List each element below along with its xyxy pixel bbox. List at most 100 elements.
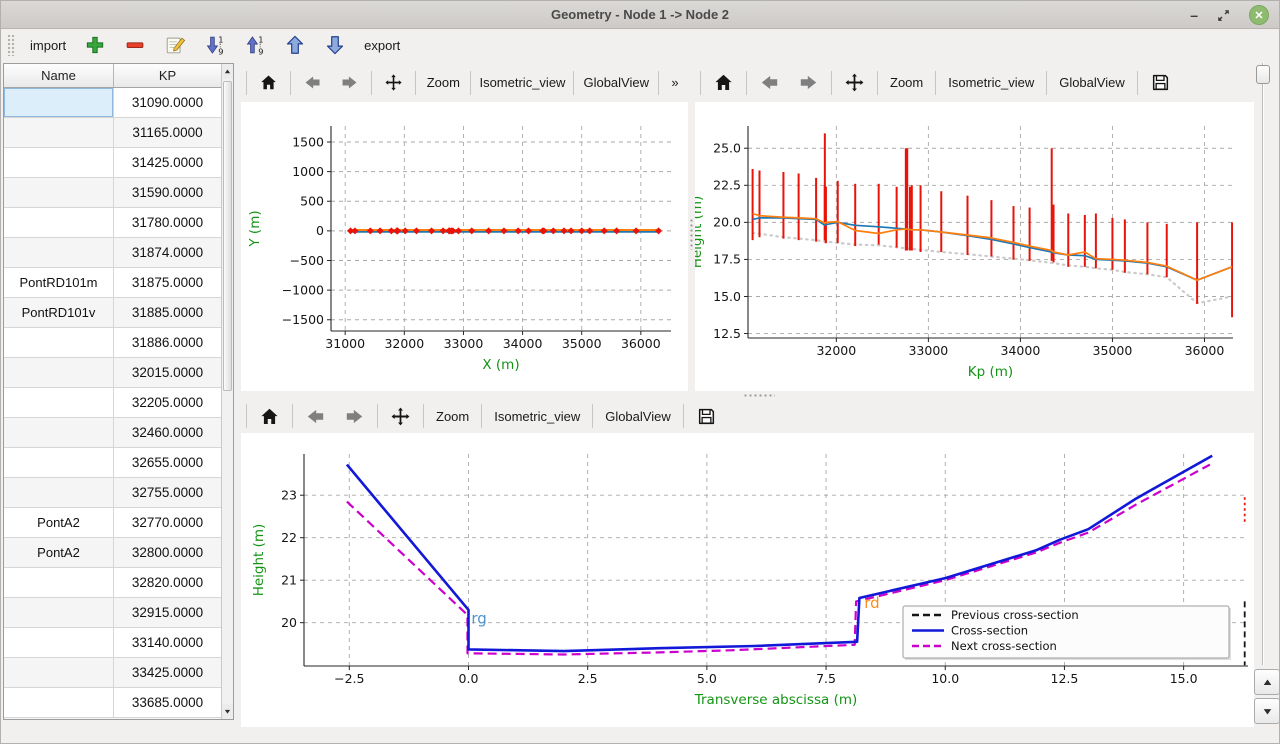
scrollbar-track[interactable]: [222, 79, 233, 704]
forward-view-button[interactable]: [789, 69, 828, 97]
table-row[interactable]: PontA2 32800.0000: [4, 538, 221, 568]
cell-name[interactable]: [4, 88, 114, 117]
table-row[interactable]: 32655.0000: [4, 448, 221, 478]
cell-name[interactable]: [4, 418, 114, 447]
cell-name[interactable]: [4, 118, 114, 147]
sort-ascending-button[interactable]: [239, 32, 271, 58]
table-row[interactable]: 32820.0000: [4, 568, 221, 598]
cell-name[interactable]: [4, 568, 114, 597]
pan-button[interactable]: [375, 69, 412, 97]
table-row[interactable]: 31590.0000: [4, 178, 221, 208]
cell-kp[interactable]: 33140.0000: [131, 635, 204, 650]
profile-view-chart[interactable]: 32000 33000 34000 35000 36000 12.5 15.0 17.5 20.…: [695, 102, 1254, 391]
cell-name[interactable]: [4, 388, 114, 417]
global-view-button[interactable]: GlobalView: [1050, 69, 1134, 97]
cell-kp[interactable]: 32915.0000: [131, 605, 204, 620]
cell-name[interactable]: PontRD101m: [4, 268, 114, 297]
cell-name[interactable]: [4, 598, 114, 627]
close-button[interactable]: ✕: [1249, 5, 1269, 25]
table-scrollbar[interactable]: [221, 64, 233, 719]
cell-name[interactable]: [4, 328, 114, 357]
table-row[interactable]: 32015.0000: [4, 358, 221, 388]
cell-name[interactable]: [4, 448, 114, 477]
cell-name[interactable]: [4, 628, 114, 657]
cell-kp[interactable]: 32755.0000: [131, 485, 204, 500]
pan-button[interactable]: [381, 402, 420, 430]
cross-section-chart[interactable]: −2.5 0.0 2.5 5.0 7.5 10.0 12.5 15.0 20 21 22 23 Tran…: [241, 433, 1254, 727]
horizontal-splitter[interactable]: [241, 391, 1254, 399]
cell-name[interactable]: [4, 358, 114, 387]
pan-button[interactable]: [835, 69, 874, 97]
table-row[interactable]: 32915.0000: [4, 598, 221, 628]
export-button[interactable]: export: [359, 32, 405, 58]
cell-name[interactable]: [4, 658, 114, 687]
import-button[interactable]: import: [25, 32, 71, 58]
cell-kp[interactable]: 31165.0000: [132, 125, 203, 140]
scrollbar-up-button[interactable]: [222, 64, 233, 79]
table-row[interactable]: PontRD101v 31885.0000: [4, 298, 221, 328]
home-view-button[interactable]: [250, 402, 289, 430]
cell-name[interactable]: [4, 238, 114, 267]
column-header-name[interactable]: Name: [4, 64, 114, 87]
save-figure-button[interactable]: [687, 402, 726, 430]
delete-cross-section-button[interactable]: [119, 32, 151, 58]
scrollbar-thumb[interactable]: [223, 81, 232, 391]
scrollbar-down-button[interactable]: [222, 704, 233, 719]
move-up-button[interactable]: [279, 32, 311, 58]
isometric-view-button[interactable]: Isometric_view: [485, 402, 589, 430]
cell-kp[interactable]: 31780.0000: [131, 215, 204, 230]
table-row[interactable]: PontA2 32770.0000: [4, 508, 221, 538]
cell-kp[interactable]: 33425.0000: [131, 665, 204, 680]
table-row[interactable]: 31780.0000: [4, 208, 221, 238]
cell-kp[interactable]: 31875.0000: [131, 275, 204, 290]
cell-name[interactable]: [4, 148, 114, 177]
cell-kp[interactable]: 31425.0000: [131, 155, 204, 170]
cell-kp[interactable]: 32800.0000: [131, 545, 204, 560]
cell-name[interactable]: PontRD101v: [4, 298, 114, 327]
save-figure-button[interactable]: [1141, 69, 1180, 97]
cell-kp[interactable]: 31886.0000: [131, 335, 204, 350]
cell-kp[interactable]: 32015.0000: [131, 365, 204, 380]
table-row[interactable]: PontRD101m 31875.0000: [4, 268, 221, 298]
cell-kp[interactable]: 32655.0000: [131, 455, 204, 470]
add-cross-section-button[interactable]: [79, 32, 111, 58]
table-row[interactable]: 33140.0000: [4, 628, 221, 658]
zoom-button[interactable]: Zoom: [427, 402, 478, 430]
section-next-button[interactable]: [1254, 698, 1280, 724]
table-row[interactable]: 32755.0000: [4, 478, 221, 508]
table-row[interactable]: 31874.0000: [4, 238, 221, 268]
slider-track[interactable]: [1262, 63, 1264, 665]
cell-name[interactable]: [4, 688, 114, 717]
table-row[interactable]: 31425.0000: [4, 148, 221, 178]
cell-name[interactable]: [4, 178, 114, 207]
zoom-button[interactable]: Zoom: [881, 69, 932, 97]
cell-kp[interactable]: 32820.0000: [131, 575, 204, 590]
cell-kp[interactable]: 32460.0000: [131, 425, 204, 440]
global-view-button[interactable]: GlobalView: [577, 69, 655, 97]
isometric-view-button[interactable]: Isometric_view: [939, 69, 1043, 97]
slider-handle[interactable]: [1256, 65, 1270, 84]
home-view-button[interactable]: [250, 69, 287, 97]
cell-name[interactable]: [4, 208, 114, 237]
zoom-button[interactable]: Zoom: [419, 69, 467, 97]
global-view-button[interactable]: GlobalView: [596, 402, 680, 430]
table-row[interactable]: 32460.0000: [4, 418, 221, 448]
minimize-button[interactable]: –: [1190, 7, 1198, 23]
table-row[interactable]: 31165.0000: [4, 118, 221, 148]
back-view-button[interactable]: [296, 402, 335, 430]
cell-name[interactable]: PontA2: [4, 538, 114, 567]
forward-view-button[interactable]: [331, 69, 368, 97]
move-down-button[interactable]: [319, 32, 351, 58]
toolbar-grip-handle[interactable]: [7, 34, 14, 56]
edit-cross-section-button[interactable]: [159, 32, 191, 58]
cell-kp[interactable]: 31590.0000: [131, 185, 204, 200]
sort-descending-button[interactable]: [199, 32, 231, 58]
vertical-splitter[interactable]: [688, 63, 695, 391]
section-previous-button[interactable]: [1254, 669, 1280, 695]
plan-view-chart[interactable]: 31000 32000 33000 34000 35000 36000 −1500 −1000…: [241, 102, 688, 391]
maximize-button[interactable]: [1216, 8, 1231, 23]
table-row[interactable]: 33425.0000: [4, 658, 221, 688]
cell-kp[interactable]: 31874.0000: [131, 245, 204, 260]
cell-kp[interactable]: 32205.0000: [131, 395, 204, 410]
cell-kp[interactable]: 31090.0000: [131, 95, 204, 110]
